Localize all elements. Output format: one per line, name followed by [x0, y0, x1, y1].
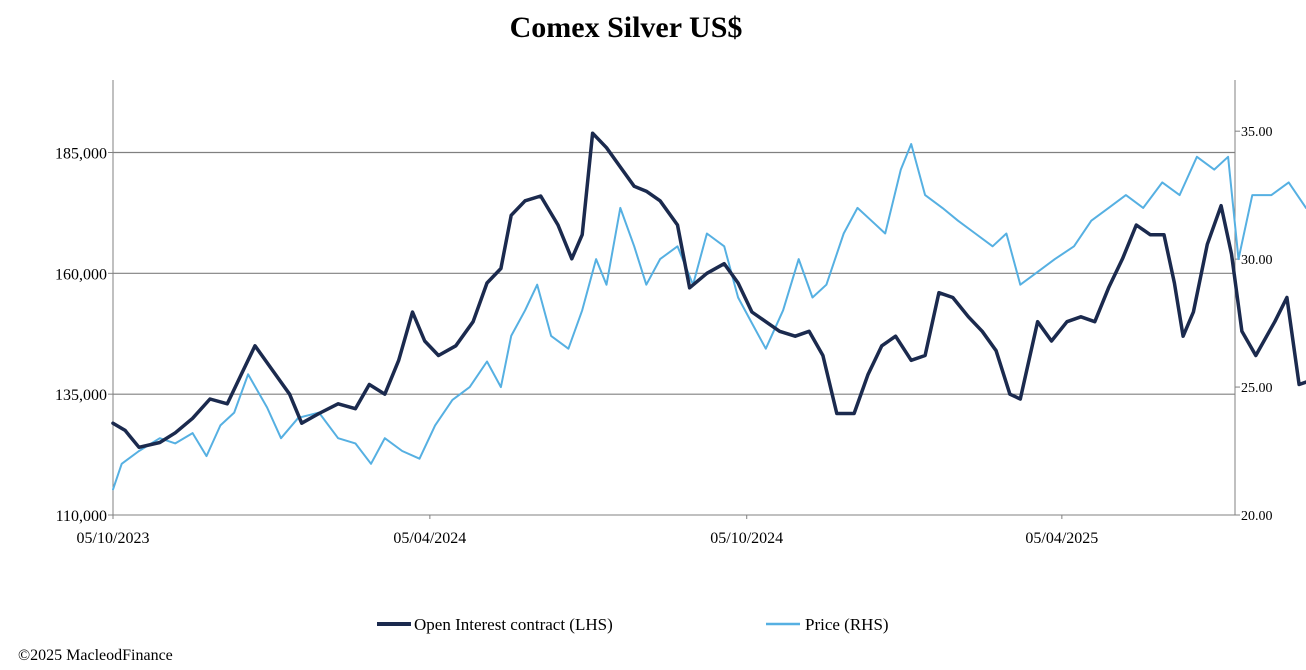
y-right-tick-label: 20.00	[1241, 509, 1273, 524]
legend-label-open-interest: Open Interest contract (LHS)	[414, 615, 613, 634]
series	[111, 131, 1306, 491]
x-tick-label: 05/10/2024	[710, 530, 783, 547]
grid	[113, 151, 1235, 395]
series-line-open-interest	[111, 131, 1306, 450]
legend: Open Interest contract (LHS) Price (RHS)	[377, 615, 889, 634]
y-left-tick-label: 160,000	[55, 266, 107, 283]
y-left-tick-label: 185,000	[55, 146, 107, 163]
y-left-tick-label: 110,000	[56, 508, 107, 525]
y-left-tick-label: 135,000	[55, 387, 107, 404]
legend-label-price: Price (RHS)	[805, 615, 889, 634]
y-right-tick-label: 30.00	[1241, 253, 1273, 268]
y-right-tick-label: 35.00	[1241, 125, 1273, 140]
x-tick-label: 05/10/2023	[77, 530, 150, 547]
series-line-price	[112, 143, 1306, 491]
y-right-tick-label: 25.00	[1241, 381, 1273, 396]
chart-title: Comex Silver US$	[510, 11, 743, 44]
x-tick-label: 05/04/2024	[393, 530, 466, 547]
axes: 110,000 135,000 160,000 185,000 20.00 25.00 30…	[55, 80, 1273, 547]
x-tick-label: 05/04/2025	[1025, 530, 1098, 547]
copyright-credit: ©2025 MacleodFinance	[18, 647, 173, 664]
